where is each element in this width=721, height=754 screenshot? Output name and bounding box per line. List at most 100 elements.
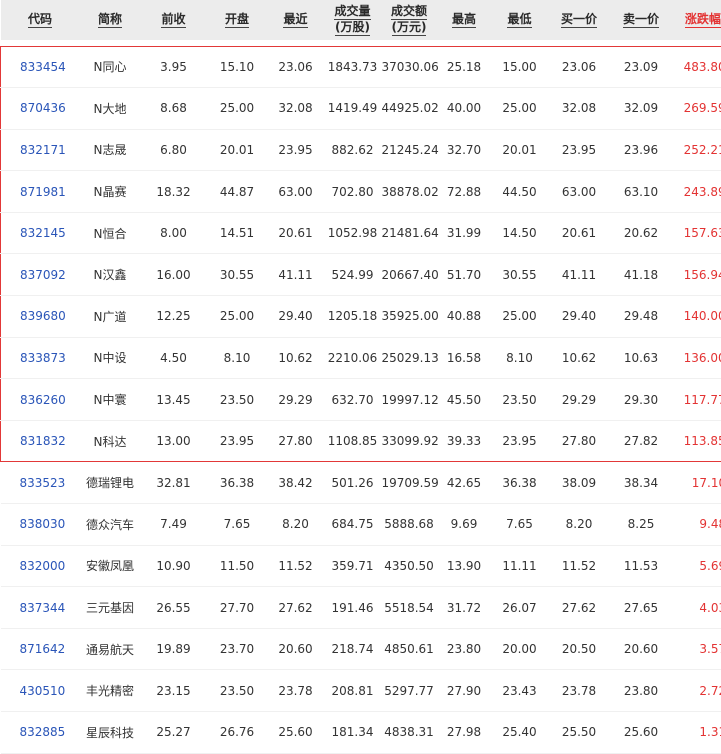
open-price: 11.50 (207, 545, 268, 587)
stock-code[interactable]: 831832 (1, 420, 80, 462)
open-price: 25.00 (207, 296, 268, 338)
col-header-name[interactable]: 简称 (80, 0, 141, 40)
stock-code[interactable]: 833873 (1, 337, 80, 379)
turnover: 4350.50 (382, 545, 437, 587)
col-header-turnover-label: (万元) (392, 20, 427, 36)
last-price: 23.95 (268, 129, 324, 171)
last-price: 32.08 (268, 88, 324, 130)
stock-name[interactable]: N广道 (80, 296, 141, 338)
stock-code[interactable]: 871981 (1, 171, 80, 213)
prev-close: 26.55 (141, 587, 207, 629)
prev-close: 19.89 (141, 628, 207, 670)
volume: 702.80 (324, 171, 382, 213)
col-header-high-label: 最高 (452, 12, 476, 28)
stock-name[interactable]: N汉鑫 (80, 254, 141, 296)
stock-name[interactable]: N晶赛 (80, 171, 141, 213)
bid1-price: 10.62 (548, 337, 611, 379)
low-price: 23.43 (492, 670, 548, 712)
col-header-last[interactable]: 最近 (268, 0, 324, 40)
col-header-open[interactable]: 开盘 (207, 0, 268, 40)
high-price: 9.69 (437, 504, 492, 546)
bid1-price: 20.61 (548, 212, 611, 254)
stock-code[interactable]: 836260 (1, 379, 80, 421)
col-header-low[interactable]: 最低 (492, 0, 548, 40)
bid1-price: 23.95 (548, 129, 611, 171)
volume: 882.62 (324, 129, 382, 171)
ask1-price: 63.10 (611, 171, 672, 213)
turnover: 19997.12 (382, 379, 437, 421)
col-header-change-pct[interactable]: 涨跌幅▼ (672, 0, 721, 40)
col-header-code[interactable]: 代码 (1, 0, 80, 40)
volume: 524.99 (324, 254, 382, 296)
volume: 191.46 (324, 587, 382, 629)
stock-name[interactable]: N大地 (80, 88, 141, 130)
stock-name[interactable]: 三元基因 (80, 587, 141, 629)
stock-name[interactable]: N中设 (80, 337, 141, 379)
stock-code[interactable]: 832885 (1, 712, 80, 754)
low-price: 23.50 (492, 379, 548, 421)
stock-code[interactable]: 833523 (1, 462, 80, 504)
stock-name[interactable]: N同心 (80, 46, 141, 88)
stock-code[interactable]: 870436 (1, 88, 80, 130)
stock-code[interactable]: 832171 (1, 129, 80, 171)
stock-name[interactable]: 安徽凤凰 (80, 545, 141, 587)
stock-name[interactable]: 丰光精密 (80, 670, 141, 712)
stock-name[interactable]: N恒合 (80, 212, 141, 254)
last-price: 41.11 (268, 254, 324, 296)
stock-name[interactable]: 德瑞锂电 (80, 462, 141, 504)
change-pct: 117.77% (672, 379, 721, 421)
ask1-price: 41.18 (611, 254, 672, 296)
change-pct: 3.57% (672, 628, 721, 670)
change-pct: 136.00% (672, 337, 721, 379)
stock-name[interactable]: N科达 (80, 420, 141, 462)
turnover: 38878.02 (382, 171, 437, 213)
stock-code[interactable]: 839680 (1, 296, 80, 338)
col-header-volume-label: 成交量 (334, 4, 370, 20)
col-header-bid1[interactable]: 买一价 (548, 0, 611, 40)
ask1-price: 11.53 (611, 545, 672, 587)
col-header-prev-close[interactable]: 前收 (141, 0, 207, 40)
stock-code[interactable]: 832000 (1, 545, 80, 587)
change-pct: 4.03% (672, 587, 721, 629)
stock-code[interactable]: 833454 (1, 46, 80, 88)
volume: 218.74 (324, 628, 382, 670)
col-header-ask1[interactable]: 卖一价 (611, 0, 672, 40)
stock-code[interactable]: 430510 (1, 670, 80, 712)
stock-code[interactable]: 837344 (1, 587, 80, 629)
ask1-price: 8.25 (611, 504, 672, 546)
stock-code[interactable]: 871642 (1, 628, 80, 670)
volume: 1843.73 (324, 46, 382, 88)
col-header-turnover[interactable]: 成交额(万元) (382, 0, 437, 40)
stock-name[interactable]: 星辰科技 (80, 712, 141, 754)
last-price: 8.20 (268, 504, 324, 546)
stock-name[interactable]: 通易航天 (80, 628, 141, 670)
stock-name[interactable]: N中寰 (80, 379, 141, 421)
col-header-volume[interactable]: 成交量(万股) (324, 0, 382, 40)
stock-name[interactable]: 德众汽车 (80, 504, 141, 546)
stock-code[interactable]: 837092 (1, 254, 80, 296)
change-pct: 243.89% (672, 171, 721, 213)
stock-code[interactable]: 838030 (1, 504, 80, 546)
stock-name[interactable]: N志晟 (80, 129, 141, 171)
col-header-high[interactable]: 最高 (437, 0, 492, 40)
change-pct: 483.80% (672, 46, 721, 88)
change-pct: 269.59% (672, 88, 721, 130)
stock-code[interactable]: 832145 (1, 212, 80, 254)
